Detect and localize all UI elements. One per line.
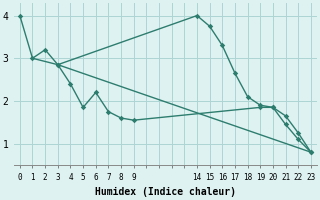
X-axis label: Humidex (Indice chaleur): Humidex (Indice chaleur) xyxy=(95,187,236,197)
